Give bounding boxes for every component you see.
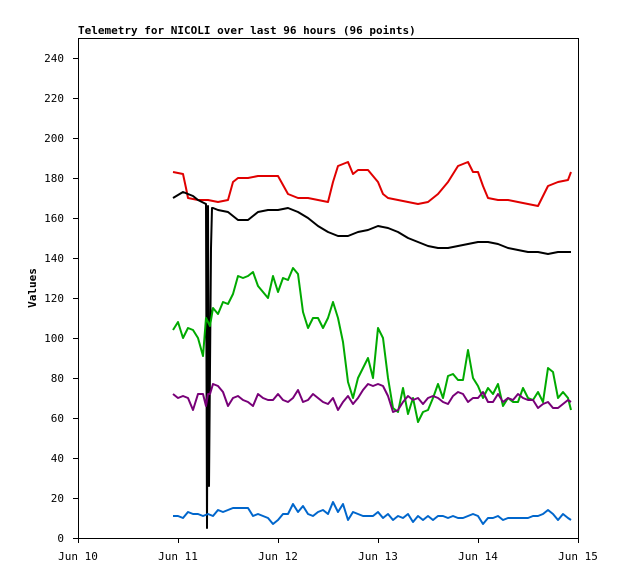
y-tick-label: 80 <box>51 372 64 385</box>
y-axis-label: Values <box>26 268 39 308</box>
series-line-5 <box>173 501 572 525</box>
x-tick-label: Jun 13 <box>358 550 398 563</box>
y-tick-label: 120 <box>44 292 64 305</box>
y-tick-label: 20 <box>51 492 64 505</box>
y-tick-label: 200 <box>44 132 64 145</box>
x-tick-label: Jun 12 <box>258 550 298 563</box>
x-tick-label: Jun 14 <box>458 550 498 563</box>
y-tick-label: 180 <box>44 172 64 185</box>
chart-title: Telemetry for NICOLI over last 96 hours … <box>78 24 416 37</box>
y-tick-label: 0 <box>57 532 64 545</box>
x-tick-label: Jun 15 <box>558 550 598 563</box>
y-tick-label: 40 <box>51 452 64 465</box>
y-tick-label: 220 <box>44 92 64 105</box>
series-line-1 <box>172 161 572 207</box>
y-tick-label: 160 <box>44 212 64 225</box>
plot-area-frame <box>78 38 579 539</box>
y-tick-label: 60 <box>51 412 64 425</box>
y-tick-label: 100 <box>44 332 64 345</box>
y-tick-label: 140 <box>44 252 64 265</box>
series-line-4 <box>172 383 572 413</box>
y-axis-ticks: 0 20 40 60 80 100 120 140 160 180 200 220 240 <box>44 52 78 545</box>
x-axis-ticks: Jun 10 Jun 11 Jun 12 Jun 13 Jun 14 Jun 15 <box>58 538 598 563</box>
series-lines <box>172 161 572 529</box>
series-line-3 <box>172 267 572 423</box>
x-tick-label: Jun 11 <box>158 550 198 563</box>
y-tick-label: 240 <box>44 52 64 65</box>
x-tick-label: Jun 10 <box>58 550 98 563</box>
series-line-2 <box>172 191 571 529</box>
